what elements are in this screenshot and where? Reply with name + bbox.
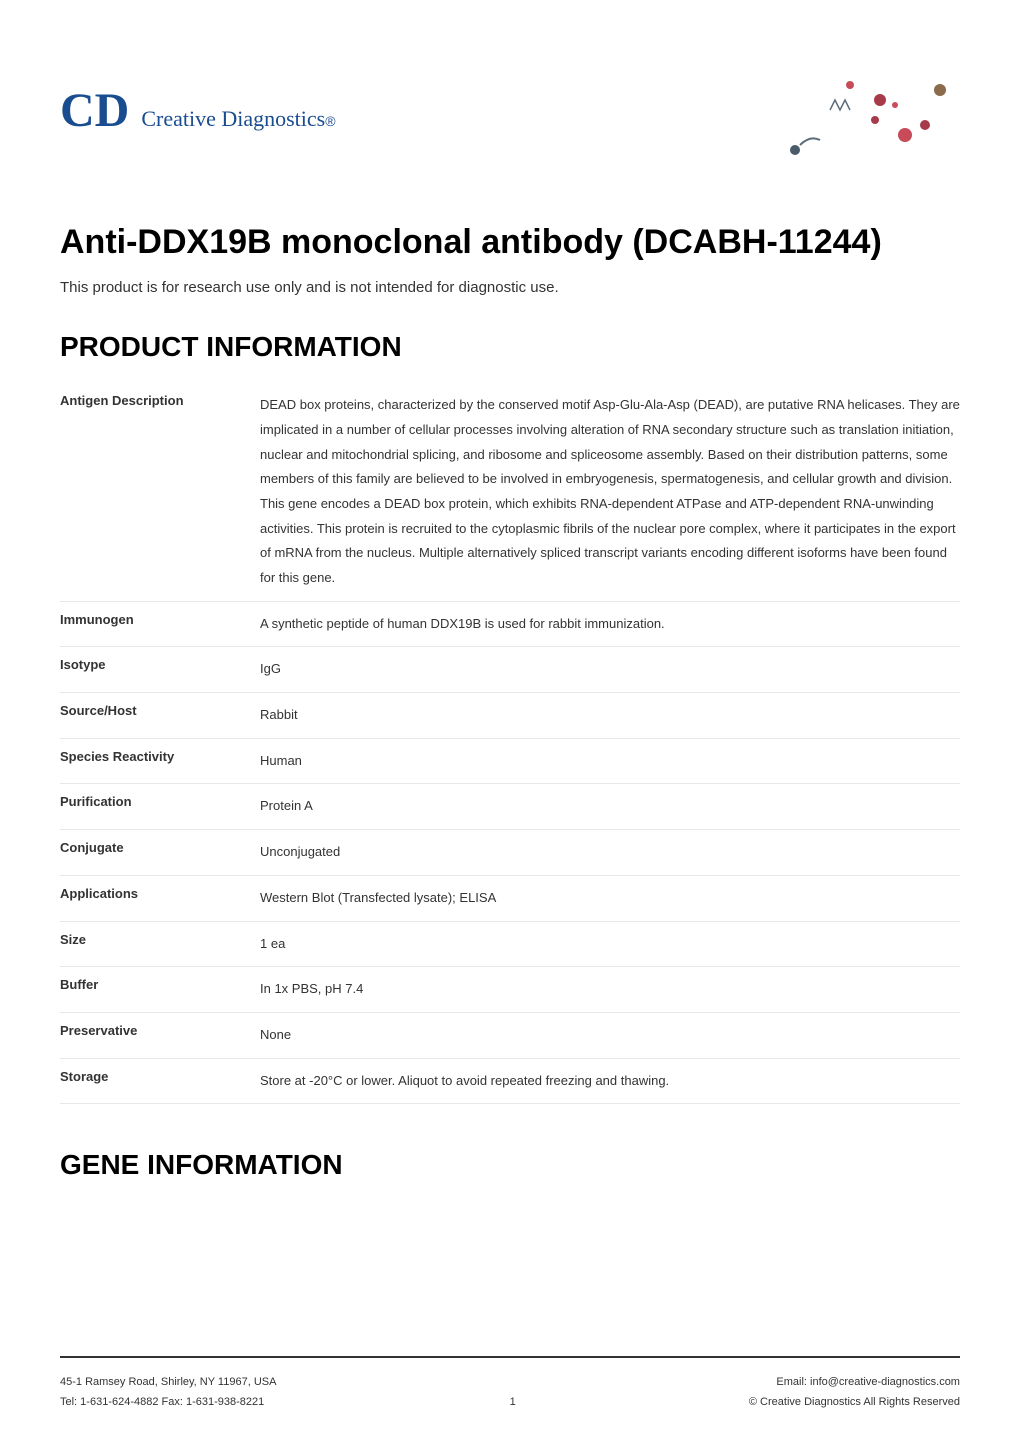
header-decorative-image [680,50,960,170]
product-info-heading: PRODUCT INFORMATION [60,331,960,363]
row-label: Antigen Description [60,383,260,601]
product-subtitle: This product is for research use only an… [60,279,960,296]
row-value: Store at -20°C or lower. Aliquot to avoi… [260,1058,960,1104]
company-logo: CD Creative Diagnostics ® [60,83,336,138]
row-value: In 1x PBS, pH 7.4 [260,967,960,1013]
logo-cd-mark: CD [60,83,129,138]
row-value: Human [260,738,960,784]
row-value: Western Blot (Transfected lysate); ELISA [260,875,960,921]
row-value: A synthetic peptide of human DDX19B is u… [260,601,960,647]
footer-copyright: © Creative Diagnostics All Rights Reserv… [749,1393,960,1413]
footer-left-col: 45-1 Ramsey Road, Shirley, NY 11967, USA… [60,1373,276,1413]
row-label: Isotype [60,647,260,693]
logo-registered-mark: ® [325,113,335,129]
row-value: DEAD box proteins, characterized by the … [260,383,960,601]
gene-info-heading: GENE INFORMATION [60,1149,960,1181]
page-container: CD Creative Diagnostics ® Anti-DDX19B mo… [0,0,1020,1443]
row-label: Preservative [60,1012,260,1058]
table-row: Species Reactivity Human [60,738,960,784]
page-footer: 45-1 Ramsey Road, Shirley, NY 11967, USA… [60,1356,960,1413]
row-value: IgG [260,647,960,693]
footer-address: 45-1 Ramsey Road, Shirley, NY 11967, USA [60,1373,276,1393]
footer-phone: Tel: 1-631-624-4882 Fax: 1-631-938-8221 [60,1393,276,1413]
gene-info-section: GENE INFORMATION [60,1149,960,1181]
footer-right-col: Email: info@creative-diagnostics.com © C… [749,1373,960,1413]
row-label: Purification [60,784,260,830]
table-row: Storage Store at -20°C or lower. Aliquot… [60,1058,960,1104]
row-label: Source/Host [60,693,260,739]
logo-company-name: Creative Diagnostics [141,106,325,132]
table-row: Purification Protein A [60,784,960,830]
table-row: Conjugate Unconjugated [60,830,960,876]
footer-page-number: 1 [510,1393,516,1413]
row-label: Size [60,921,260,967]
row-label: Buffer [60,967,260,1013]
row-label: Storage [60,1058,260,1104]
footer-content: 45-1 Ramsey Road, Shirley, NY 11967, USA… [60,1373,960,1413]
table-row: Buffer In 1x PBS, pH 7.4 [60,967,960,1013]
table-row: Preservative None [60,1012,960,1058]
footer-email: Email: info@creative-diagnostics.com [749,1373,960,1393]
row-value: 1 ea [260,921,960,967]
row-label: Applications [60,875,260,921]
product-info-table: Antigen Description DEAD box proteins, c… [60,383,960,1104]
row-label: Species Reactivity [60,738,260,784]
footer-divider [60,1356,960,1358]
row-label: Immunogen [60,601,260,647]
footer-center-col: 1 [510,1373,516,1413]
page-header: CD Creative Diagnostics ® [60,50,960,170]
table-row: Immunogen A synthetic peptide of human D… [60,601,960,647]
row-value: Rabbit [260,693,960,739]
table-row: Isotype IgG [60,647,960,693]
table-row: Source/Host Rabbit [60,693,960,739]
product-title: Anti-DDX19B monoclonal antibody (DCABH-1… [60,220,960,264]
row-value: Unconjugated [260,830,960,876]
row-value: None [260,1012,960,1058]
footer-spacer [510,1373,516,1393]
table-row: Size 1 ea [60,921,960,967]
row-value: Protein A [260,784,960,830]
table-row: Applications Western Blot (Transfected l… [60,875,960,921]
row-label: Conjugate [60,830,260,876]
table-row: Antigen Description DEAD box proteins, c… [60,383,960,601]
